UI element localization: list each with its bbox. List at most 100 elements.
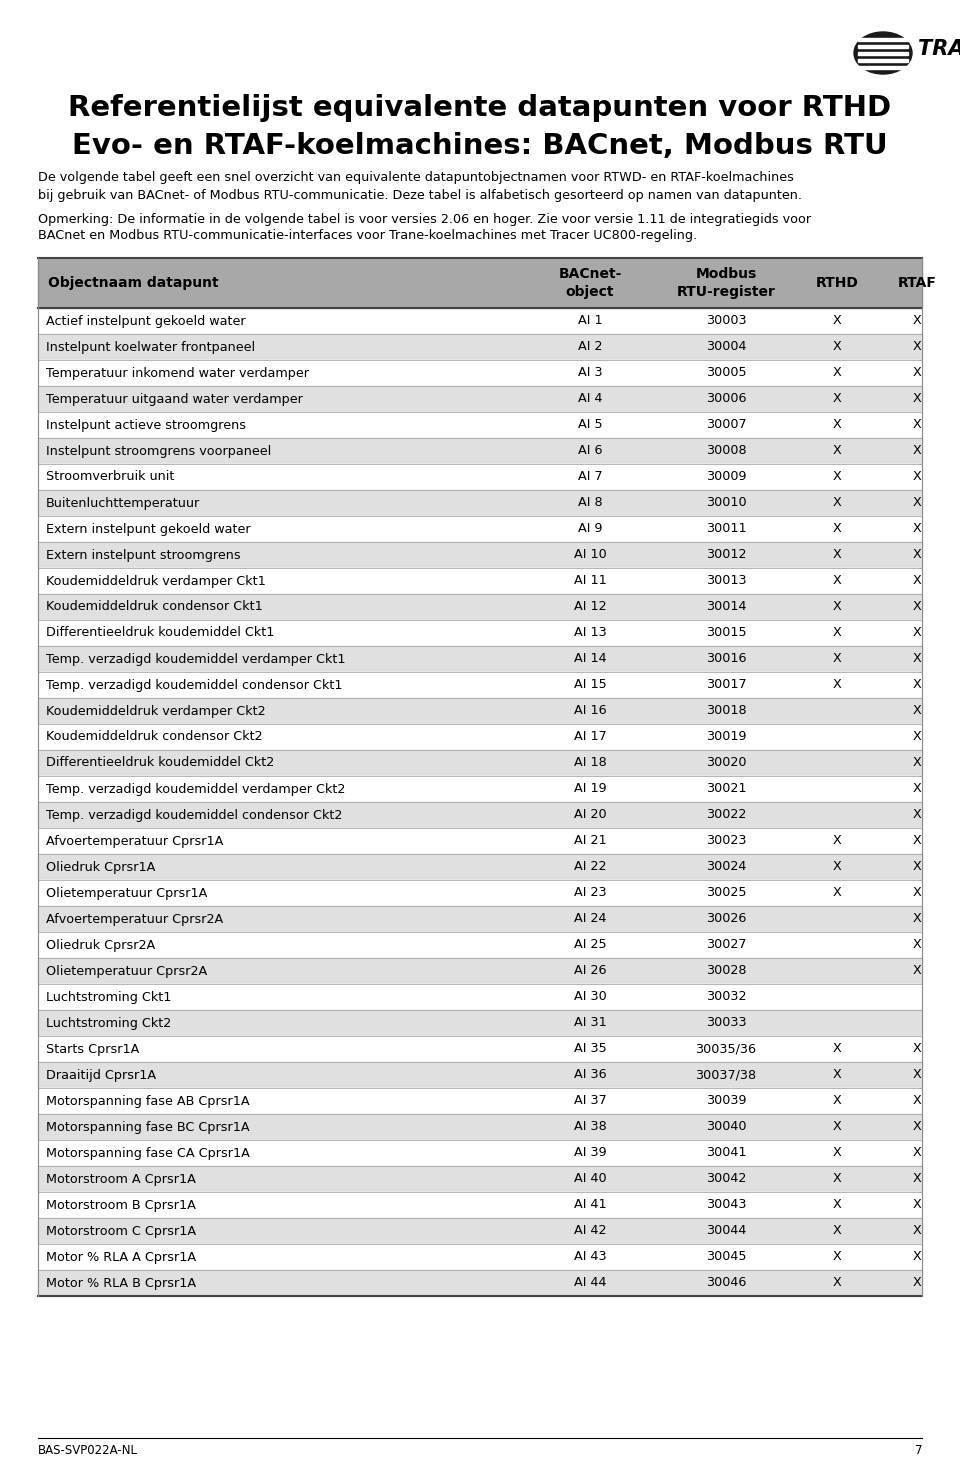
Bar bbox=[38, 1270, 922, 1296]
Text: AI 13: AI 13 bbox=[574, 626, 607, 639]
Text: 30039: 30039 bbox=[706, 1094, 746, 1108]
Text: 30046: 30046 bbox=[706, 1277, 746, 1289]
Text: AI 26: AI 26 bbox=[574, 965, 607, 978]
Text: 30003: 30003 bbox=[706, 315, 746, 327]
Text: X: X bbox=[913, 835, 922, 847]
Text: Opmerking: De informatie in de volgende tabel is voor versies 2.06 en hoger. Zie: Opmerking: De informatie in de volgende … bbox=[38, 212, 811, 225]
Text: X: X bbox=[913, 679, 922, 691]
Bar bbox=[38, 1114, 922, 1140]
Text: Afvoertemperatuur Cprsr2A: Afvoertemperatuur Cprsr2A bbox=[46, 912, 224, 925]
Text: X: X bbox=[832, 367, 841, 380]
Text: Extern instelpunt gekoeld water: Extern instelpunt gekoeld water bbox=[46, 523, 251, 536]
Text: X: X bbox=[832, 574, 841, 588]
Bar bbox=[38, 464, 922, 491]
Bar bbox=[38, 1010, 922, 1036]
Ellipse shape bbox=[854, 32, 912, 74]
Text: Instelpunt koelwater frontpaneel: Instelpunt koelwater frontpaneel bbox=[46, 340, 255, 354]
Bar bbox=[38, 984, 922, 1010]
Text: AI 42: AI 42 bbox=[574, 1224, 607, 1237]
Text: 30018: 30018 bbox=[706, 704, 746, 717]
Text: AI 8: AI 8 bbox=[578, 496, 602, 510]
Text: Actief instelpunt gekoeld water: Actief instelpunt gekoeld water bbox=[46, 315, 246, 327]
Text: 30044: 30044 bbox=[706, 1224, 746, 1237]
Text: X: X bbox=[832, 392, 841, 405]
Text: Motorstroom B Cprsr1A: Motorstroom B Cprsr1A bbox=[46, 1199, 196, 1211]
Text: AI 18: AI 18 bbox=[574, 757, 607, 769]
Text: 30026: 30026 bbox=[706, 912, 746, 925]
Text: Motorspanning fase CA Cprsr1A: Motorspanning fase CA Cprsr1A bbox=[46, 1146, 250, 1159]
Text: AI 7: AI 7 bbox=[578, 470, 602, 483]
Text: X: X bbox=[913, 315, 922, 327]
Text: 30037/38: 30037/38 bbox=[695, 1068, 756, 1081]
Text: X: X bbox=[832, 1043, 841, 1056]
Text: Olietemperatuur Cprsr1A: Olietemperatuur Cprsr1A bbox=[46, 887, 207, 900]
Text: 30043: 30043 bbox=[706, 1199, 746, 1211]
Text: Instelpunt actieve stroomgrens: Instelpunt actieve stroomgrens bbox=[46, 418, 246, 432]
Bar bbox=[38, 258, 922, 308]
Text: X: X bbox=[832, 496, 841, 510]
Text: AI 25: AI 25 bbox=[574, 938, 607, 952]
Text: X: X bbox=[832, 1146, 841, 1159]
Text: X: X bbox=[913, 965, 922, 978]
Text: Temperatuur inkomend water verdamper: Temperatuur inkomend water verdamper bbox=[46, 367, 309, 380]
Text: Koudemiddeldruk condensor Ckt1: Koudemiddeldruk condensor Ckt1 bbox=[46, 601, 263, 613]
Text: 30023: 30023 bbox=[706, 835, 746, 847]
Bar bbox=[38, 698, 922, 725]
Text: 30020: 30020 bbox=[706, 757, 746, 769]
Text: X: X bbox=[913, 912, 922, 925]
Bar bbox=[38, 1089, 922, 1114]
Text: X: X bbox=[913, 731, 922, 744]
Bar bbox=[38, 542, 922, 569]
Bar bbox=[38, 569, 922, 594]
Text: AI 41: AI 41 bbox=[574, 1199, 607, 1211]
Text: AI 31: AI 31 bbox=[574, 1016, 607, 1030]
Text: Extern instelpunt stroomgrens: Extern instelpunt stroomgrens bbox=[46, 548, 241, 561]
Text: Koudemiddeldruk condensor Ckt2: Koudemiddeldruk condensor Ckt2 bbox=[46, 731, 263, 744]
Text: Modbus: Modbus bbox=[695, 267, 756, 281]
Text: 30005: 30005 bbox=[706, 367, 746, 380]
Bar bbox=[38, 1062, 922, 1089]
Text: X: X bbox=[913, 1173, 922, 1186]
Text: 30045: 30045 bbox=[706, 1251, 746, 1264]
Bar bbox=[858, 44, 908, 49]
Bar bbox=[38, 308, 922, 334]
Text: Luchtstroming Ckt2: Luchtstroming Ckt2 bbox=[46, 1016, 171, 1030]
Text: X: X bbox=[913, 445, 922, 458]
Text: X: X bbox=[913, 653, 922, 666]
Bar bbox=[38, 750, 922, 776]
Text: AI 9: AI 9 bbox=[578, 523, 602, 536]
Text: 30004: 30004 bbox=[706, 340, 746, 354]
Text: X: X bbox=[913, 860, 922, 873]
Text: Afvoertemperatuur Cprsr1A: Afvoertemperatuur Cprsr1A bbox=[46, 835, 224, 847]
Text: X: X bbox=[913, 782, 922, 795]
Text: AI 11: AI 11 bbox=[574, 574, 607, 588]
Bar bbox=[38, 725, 922, 750]
Text: 30024: 30024 bbox=[706, 860, 746, 873]
Bar bbox=[38, 1140, 922, 1167]
Text: Temp. verzadigd koudemiddel condensor Ckt2: Temp. verzadigd koudemiddel condensor Ck… bbox=[46, 809, 343, 822]
Text: Draaitijd Cprsr1A: Draaitijd Cprsr1A bbox=[46, 1068, 156, 1081]
Bar bbox=[38, 906, 922, 932]
Text: X: X bbox=[832, 523, 841, 536]
Text: AI 21: AI 21 bbox=[574, 835, 607, 847]
Text: X: X bbox=[913, 496, 922, 510]
Text: X: X bbox=[832, 887, 841, 900]
Text: X: X bbox=[832, 653, 841, 666]
Text: X: X bbox=[832, 340, 841, 354]
Text: 30032: 30032 bbox=[706, 990, 746, 1003]
Text: X: X bbox=[832, 548, 841, 561]
Text: 30042: 30042 bbox=[706, 1173, 746, 1186]
Text: AI 38: AI 38 bbox=[574, 1121, 607, 1134]
Text: X: X bbox=[832, 445, 841, 458]
Text: 30007: 30007 bbox=[706, 418, 746, 432]
Bar bbox=[38, 854, 922, 879]
Bar bbox=[38, 672, 922, 698]
Text: RTAF: RTAF bbox=[898, 275, 936, 290]
Text: X: X bbox=[913, 601, 922, 613]
Bar bbox=[38, 879, 922, 906]
Text: AI 19: AI 19 bbox=[574, 782, 607, 795]
Text: AI 6: AI 6 bbox=[578, 445, 602, 458]
Bar bbox=[38, 437, 922, 464]
Text: Evo- en RTAF-koelmachines: BACnet, Modbus RTU: Evo- en RTAF-koelmachines: BACnet, Modbu… bbox=[72, 133, 888, 161]
Text: AI 20: AI 20 bbox=[574, 809, 607, 822]
